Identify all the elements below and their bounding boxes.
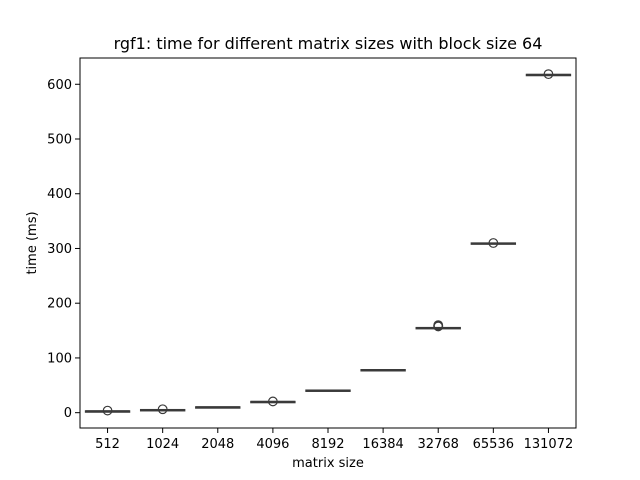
- x-tick-label: 16384: [362, 437, 403, 452]
- y-tick-label: 300: [47, 242, 72, 257]
- y-tick-label: 0: [64, 406, 72, 421]
- x-axis: 512 1024 2048 4096 8192 16384 32768 65536 131072: [95, 428, 573, 452]
- y-tick-label: 500: [47, 133, 72, 148]
- x-tick-label: 512: [95, 437, 120, 452]
- box-512: [84, 405, 131, 416]
- outlier-point: [157, 404, 168, 415]
- x-tick-label: 65536: [473, 437, 514, 452]
- outlier-point: [543, 69, 554, 80]
- y-axis-label: time (ms): [25, 211, 40, 274]
- y-tick-label: 600: [47, 78, 72, 93]
- outlier-point: [433, 321, 444, 332]
- box-16384: [360, 369, 406, 372]
- box-2048: [195, 406, 241, 409]
- outlier-point: [102, 405, 113, 416]
- y-tick-label: 200: [47, 297, 72, 312]
- chart-title: rgf1: time for different matrix sizes wi…: [114, 34, 543, 53]
- y-axis: 0 100 200 300 400 500 600: [47, 78, 80, 421]
- x-tick-label: 4096: [256, 437, 289, 452]
- outlier-point: [488, 238, 499, 248]
- x-tick-label: 32768: [418, 437, 459, 452]
- x-axis-label: matrix size: [292, 456, 364, 471]
- x-tick-label: 2048: [201, 437, 234, 452]
- box-4096: [250, 396, 296, 407]
- box-131072: [525, 69, 572, 80]
- x-tick-label: 8192: [311, 437, 344, 452]
- outlier-point: [267, 396, 278, 407]
- box-1024: [139, 404, 186, 415]
- box-65536: [470, 238, 517, 248]
- box-8192: [305, 389, 351, 392]
- y-tick-label: 100: [47, 351, 72, 366]
- x-tick-label: 1024: [146, 437, 179, 452]
- x-tick-label: 131072: [524, 437, 574, 452]
- y-tick-label: 400: [47, 187, 72, 202]
- boxes-group: [84, 69, 572, 416]
- box-32768: [415, 320, 461, 332]
